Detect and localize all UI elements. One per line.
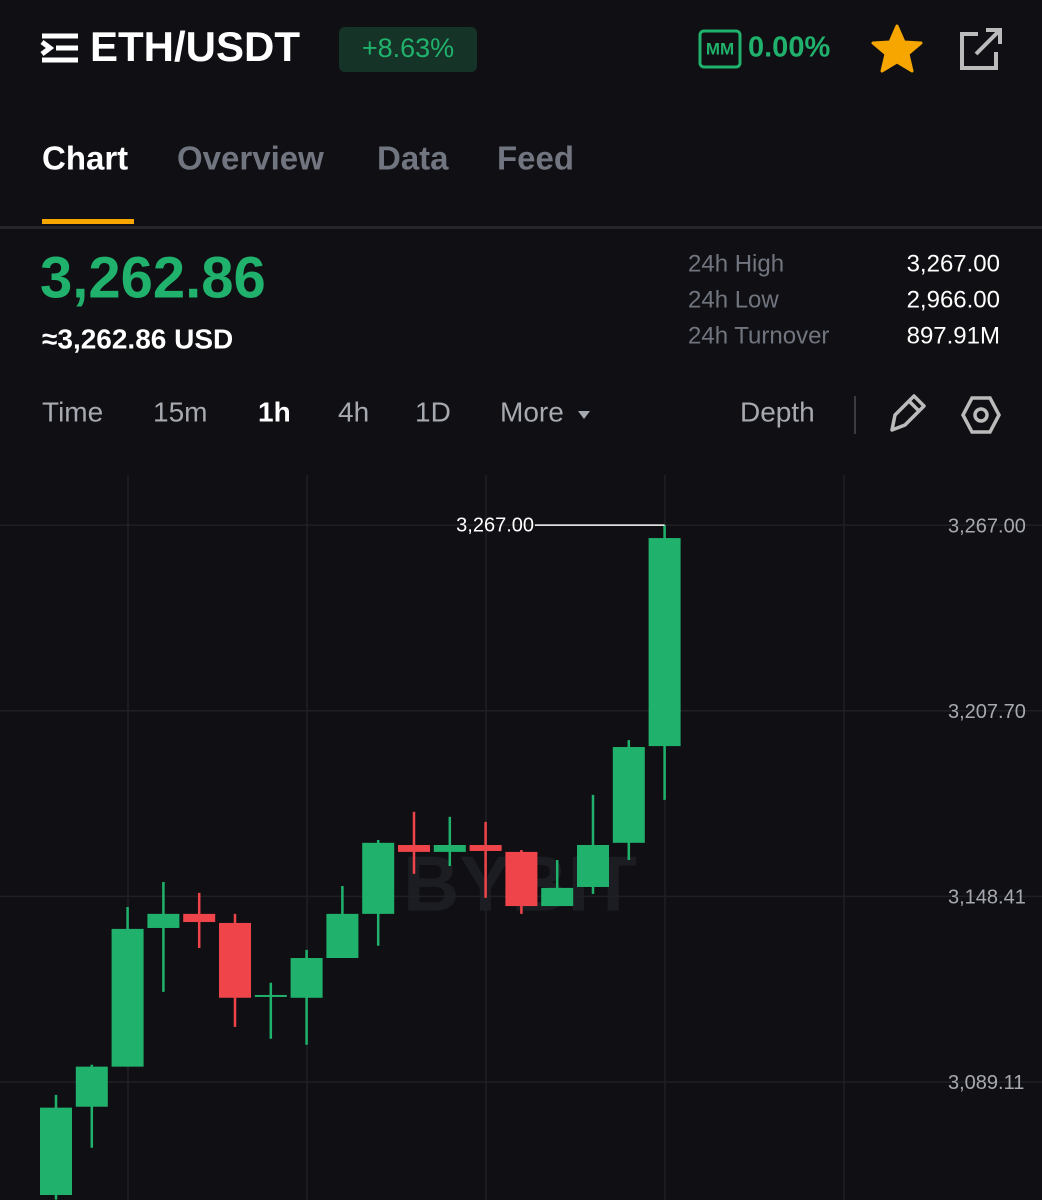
pencil [890, 394, 926, 432]
tab[interactable]: Feed [497, 140, 574, 177]
toolbar-divider [854, 396, 856, 434]
candle-body [362, 842, 395, 914]
interval-active[interactable]: 1h [258, 396, 291, 427]
candle-body [612, 747, 645, 843]
stat-label: 24h Turnover [688, 322, 829, 349]
dropdown-caret [578, 411, 590, 419]
pair-title: ETH/USDT [90, 23, 300, 70]
stat-value: 897.91M [907, 322, 1000, 349]
draw-icon[interactable] [890, 394, 926, 432]
candle-body [648, 538, 681, 747]
y-tick-label: 3,207.70 [948, 701, 1026, 723]
interval[interactable]: 1D [415, 396, 451, 427]
tab-underline [42, 219, 134, 224]
plot: 3,267.00 3,207.70 3,148.41 3,089.11 3,267.00 [0, 514, 1042, 1200]
last-price: 3,262.86 [40, 245, 266, 310]
candle-body [541, 887, 574, 907]
interval[interactable]: 4h [338, 396, 369, 427]
stat-value: 2,966.00 [907, 286, 1000, 313]
candle-body [219, 922, 251, 998]
candle-body [254, 994, 287, 997]
candle-body [183, 913, 216, 923]
share-arrow [974, 28, 1002, 56]
mm-value: 0.00% [748, 32, 830, 64]
favorite-star[interactable] [871, 24, 923, 73]
share-box [960, 32, 998, 70]
interval[interactable]: Time [42, 396, 103, 427]
settings-icon[interactable] [961, 396, 1001, 434]
depth-button[interactable]: Depth [740, 396, 815, 427]
candle-body [398, 845, 430, 852]
stat-label: 24h High [688, 250, 784, 277]
mm-badge [698, 29, 742, 69]
hexagon [961, 396, 1001, 434]
stat-value: 3,267.00 [907, 250, 1000, 277]
candle-body [433, 845, 466, 852]
change-value: +8.63% [362, 33, 454, 63]
candle-body [40, 1107, 72, 1195]
interval[interactable]: 15m [153, 396, 207, 427]
candle-body [469, 845, 502, 851]
hexagon-center [973, 407, 989, 423]
menu-icon[interactable] [40, 33, 78, 63]
tab[interactable]: Chart [42, 140, 128, 177]
candle-body [505, 851, 538, 907]
separator [0, 226, 1042, 229]
y-tick-label: 3,267.00 [948, 515, 1026, 537]
candle-body [326, 913, 359, 959]
candle-body [290, 958, 323, 998]
y-tick-label: 3,089.11 [948, 1072, 1024, 1094]
tab[interactable]: Data [377, 140, 449, 177]
interval[interactable]: More [500, 396, 564, 427]
y-tick-label: 3,148.41 [948, 887, 1026, 909]
share-icon[interactable] [960, 28, 1002, 70]
candle-body [577, 845, 609, 887]
stat-label: 24h Low [688, 286, 779, 313]
change-badge [339, 27, 477, 72]
candle-body [111, 928, 144, 1067]
high-marker-label: 3,267.00 [456, 514, 534, 536]
usd-price: ≈3,262.86 USD [42, 323, 233, 354]
candle-body [147, 913, 180, 928]
candle-body [75, 1066, 108, 1107]
tab[interactable]: Overview [177, 140, 324, 177]
mm-label: MM [706, 39, 734, 58]
menu-arrow [40, 40, 55, 56]
